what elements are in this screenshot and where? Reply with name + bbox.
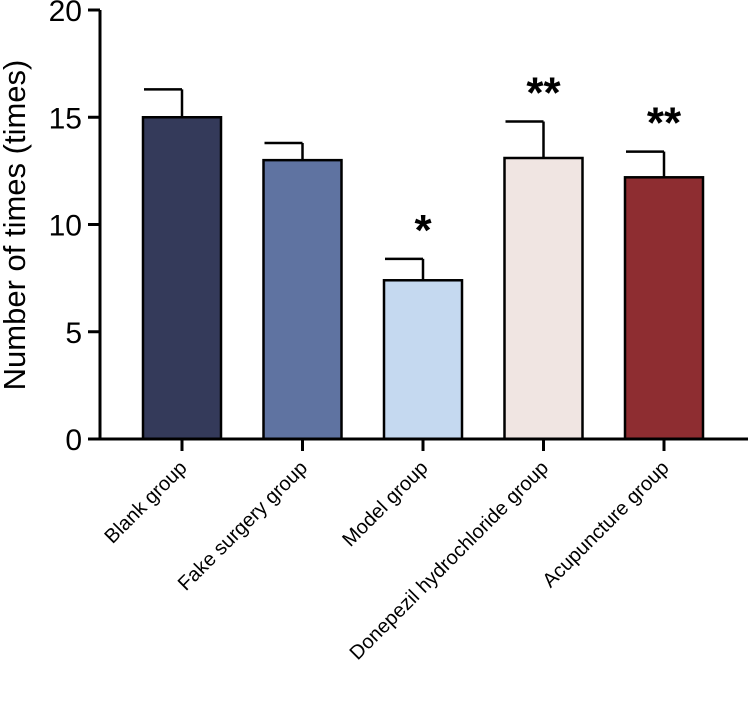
significance-label: ** [526, 69, 561, 118]
x-tick-label: Fake surgery group [174, 457, 312, 595]
bar [503, 156, 584, 441]
bar [141, 116, 223, 441]
y-axis-label: Number of times (times) [0, 60, 32, 391]
y-tick-label: 10 [49, 210, 82, 243]
bar [623, 176, 705, 441]
y-tick-label: 15 [49, 102, 82, 135]
bars: ***** [141, 69, 705, 441]
x-tick-label: Model group [338, 457, 432, 551]
y-tick-label: 5 [65, 317, 82, 350]
y-tick-label: 0 [65, 424, 82, 457]
y-axis: 0 5 10 15 20 [49, 0, 102, 457]
bar [382, 279, 464, 441]
x-tick-label: Donepezil hydrochloride group [346, 457, 553, 664]
significance-label: ** [647, 99, 682, 148]
y-tick-label: 20 [49, 0, 82, 28]
bar [262, 158, 343, 441]
x-tick-label: Acupuncture group [538, 457, 673, 592]
significance-label: * [414, 206, 432, 255]
x-tick-label: Blank group [100, 457, 191, 548]
